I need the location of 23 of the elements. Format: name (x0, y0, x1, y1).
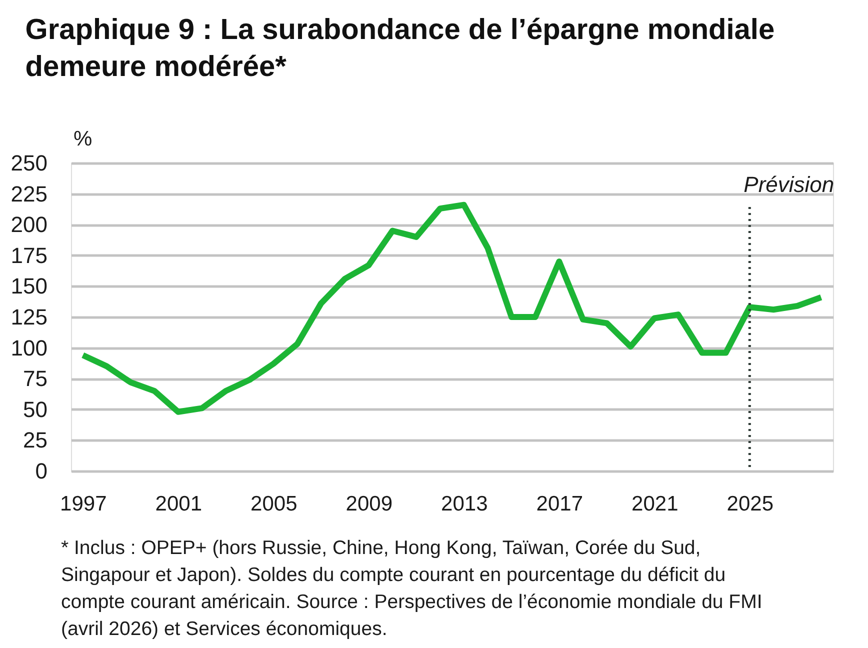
x-tick-label: 2013 (441, 492, 488, 516)
x-tick-label: 2001 (155, 492, 202, 516)
x-tick-label: 1997 (60, 492, 107, 516)
y-tick-label: 200 (10, 212, 48, 238)
y-tick-label: 250 (10, 150, 48, 176)
x-tick-label: 2025 (726, 492, 774, 516)
y-tick-label: 225 (10, 181, 48, 206)
x-tick-label: 2017 (536, 492, 584, 516)
y-tick-label: 175 (10, 242, 48, 268)
text: * Inclus : OPEP+ (hors Russie, Chine, Hong Kong, Taïwan, Corée du Sud, Singapour et Japon). Soldes du compte courant en pourcentage du déficit du compte courant américain. Source : Perspectives de l’économie mondiale du FMI (avril 2026) et Services économiques. (61, 537, 762, 640)
x-tick-label: 2009 (346, 492, 393, 516)
y-tick-label: 0 (35, 458, 48, 484)
y-tick-label: 25 (23, 428, 48, 453)
x-tick-label: 2005 (250, 492, 298, 516)
ref-line-label: Prévision (744, 172, 834, 197)
y-tick-label: 150 (10, 274, 48, 299)
chart-title: Graphique 9 : La surabondance de l’épargne mondiale demeure modérée* (25, 14, 775, 83)
y-tick-label: 125 (10, 304, 48, 330)
y-tick-label: 100 (10, 335, 48, 360)
y-tick-label: 50 (23, 396, 48, 422)
y-tick-label: 75 (23, 366, 48, 392)
y-axis-title: % (74, 128, 92, 150)
x-tick-label: 2021 (632, 492, 678, 516)
